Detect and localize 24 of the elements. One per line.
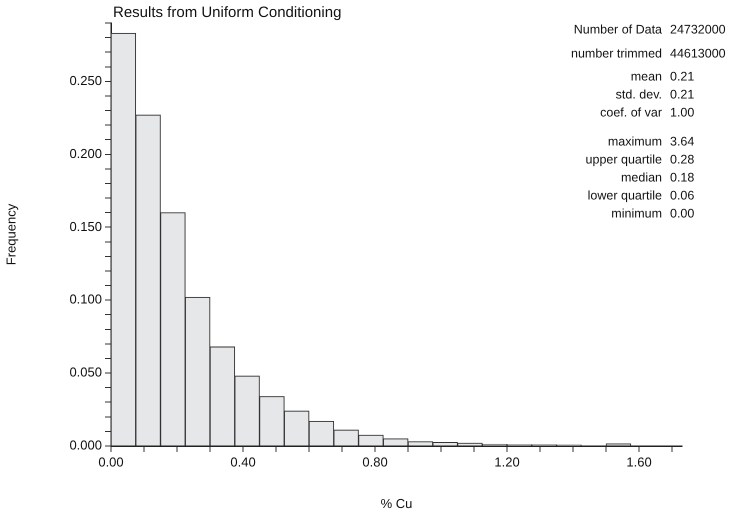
- annotation: coef. of var 1.00: [600, 105, 694, 120]
- annotation: median 0.18: [621, 170, 694, 184]
- y-axis-title: Frequency: [3, 203, 18, 266]
- annotation: std. dev. 0.21: [616, 87, 694, 102]
- x-tick-label: 1.20: [494, 454, 520, 470]
- x-tick-label: 0.40: [230, 454, 256, 470]
- y-tick-label: 0.000: [69, 438, 102, 453]
- annotation: Number of Data 24732000: [574, 22, 726, 36]
- y-tick-label: 0.150: [69, 218, 102, 234]
- x-tick-label: 0.80: [362, 454, 388, 470]
- y-tick-label: 0.050: [69, 364, 102, 380]
- annotation: minimum 0.00: [611, 206, 694, 220]
- annotation: lower quartile 0.06: [588, 188, 694, 202]
- y-tick-label: 0.100: [69, 292, 102, 307]
- x-tick-label: 0.00: [98, 454, 124, 470]
- annotation: mean 0.21: [630, 69, 694, 84]
- annotation: maximum 3.64: [608, 134, 694, 148]
- annotation: number trimmed 44613000: [571, 46, 726, 60]
- x-axis-title: % Cu: [380, 496, 412, 511]
- annotation: upper quartile 0.28: [586, 152, 694, 166]
- y-tick-label: 0.250: [69, 72, 102, 88]
- chart-title: Results from Uniform Conditioning: [113, 4, 342, 21]
- x-tick-label: 1.60: [626, 454, 652, 470]
- y-tick-label: 0.200: [69, 146, 102, 161]
